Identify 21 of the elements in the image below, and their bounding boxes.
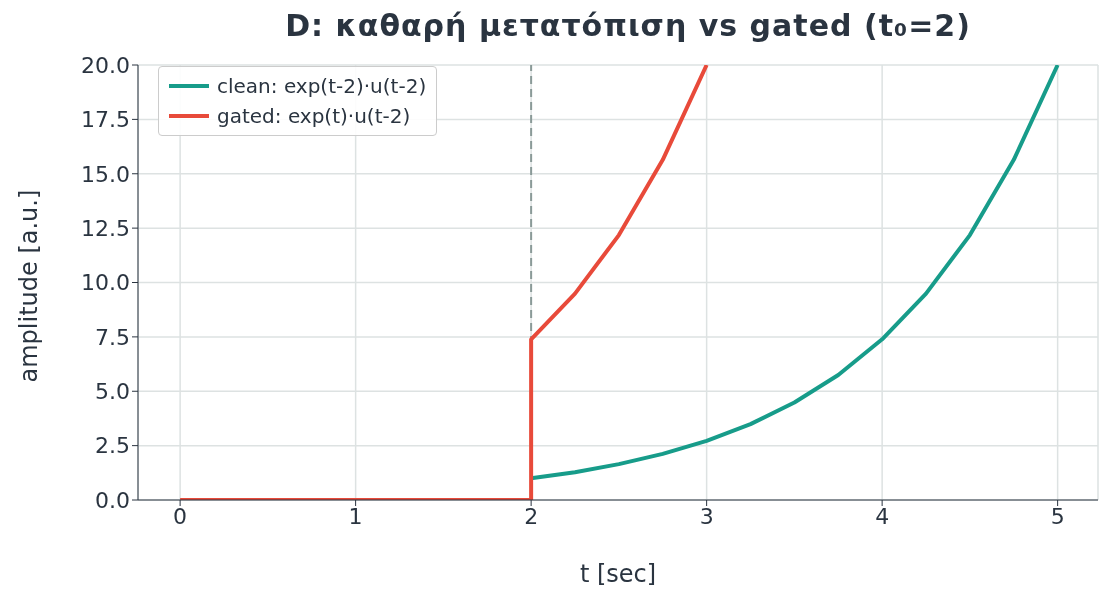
x-tick-label: 1: [348, 503, 363, 529]
legend-label: clean: exp(t-2)·u(t-2): [217, 73, 427, 100]
y-tick-label: 5.0: [95, 379, 130, 405]
chart-title: D: καθαρή μετατόπιση vs gated (t₀=2): [284, 8, 972, 45]
y-axis-title: amplitude [a.u.]: [14, 189, 43, 383]
x-tick-label: 2: [524, 503, 539, 529]
x-tick-label: 0: [173, 503, 188, 529]
line-series: [178, 65, 709, 500]
y-tick-label: 0.0: [95, 487, 130, 513]
y-tick-label: 10.0: [81, 270, 130, 296]
y-tick-label: 12.5: [81, 215, 130, 241]
x-axis-title: t [sec]: [579, 560, 657, 588]
legend-label: gated: exp(t)·u(t-2): [217, 103, 411, 130]
x-tick-label: 4: [875, 503, 890, 529]
y-tick-label: 15.0: [81, 161, 130, 187]
y-tick-label: 7.5: [95, 324, 130, 350]
x-tick-label: 5: [1050, 503, 1065, 529]
y-tick-label: 2.5: [95, 433, 130, 459]
y-tick-label: 17.5: [81, 107, 130, 133]
y-tick-label: 20.0: [81, 52, 130, 78]
x-tick-label: 3: [699, 503, 714, 529]
